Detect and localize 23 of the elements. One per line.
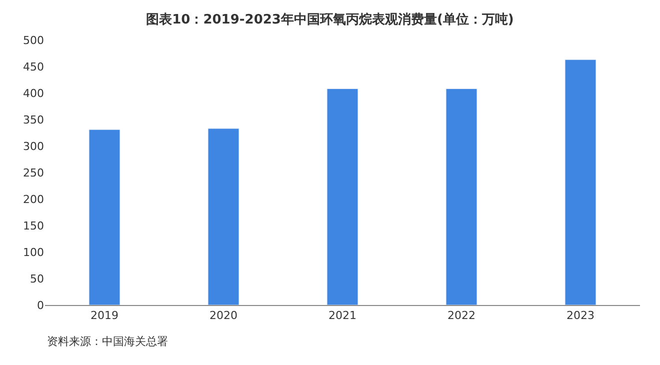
bar xyxy=(208,128,240,305)
y-tick-label: 0 xyxy=(37,298,44,312)
bar xyxy=(88,129,120,305)
x-tick-label: 2022 xyxy=(448,309,476,322)
x-tick-label: 2019 xyxy=(90,309,118,322)
y-tick-label: 450 xyxy=(23,60,44,74)
y-tick-label: 150 xyxy=(23,219,44,232)
text: 资料来源：中国海关总署 xyxy=(47,335,168,348)
y-tick-label: 100 xyxy=(23,246,44,259)
y-tick-label: 50 xyxy=(30,272,44,286)
x-tick-label: 2023 xyxy=(566,309,594,322)
bar xyxy=(326,88,358,305)
y-tick-label: 350 xyxy=(23,113,44,126)
bar xyxy=(446,88,478,305)
y-tick-label: 300 xyxy=(23,140,44,153)
x-tick-label: 2020 xyxy=(210,309,238,322)
bar xyxy=(564,59,596,305)
x-tick-label: 2021 xyxy=(328,309,356,322)
chart-title: 图表10：2019-2023年中国环氧丙烷表观消费量(单位：万吨) xyxy=(146,12,514,28)
y-tick-label: 500 xyxy=(23,34,44,47)
y-tick-label: 400 xyxy=(23,86,44,100)
y-tick-label: 250 xyxy=(23,166,44,180)
y-tick-label: 200 xyxy=(23,192,44,206)
